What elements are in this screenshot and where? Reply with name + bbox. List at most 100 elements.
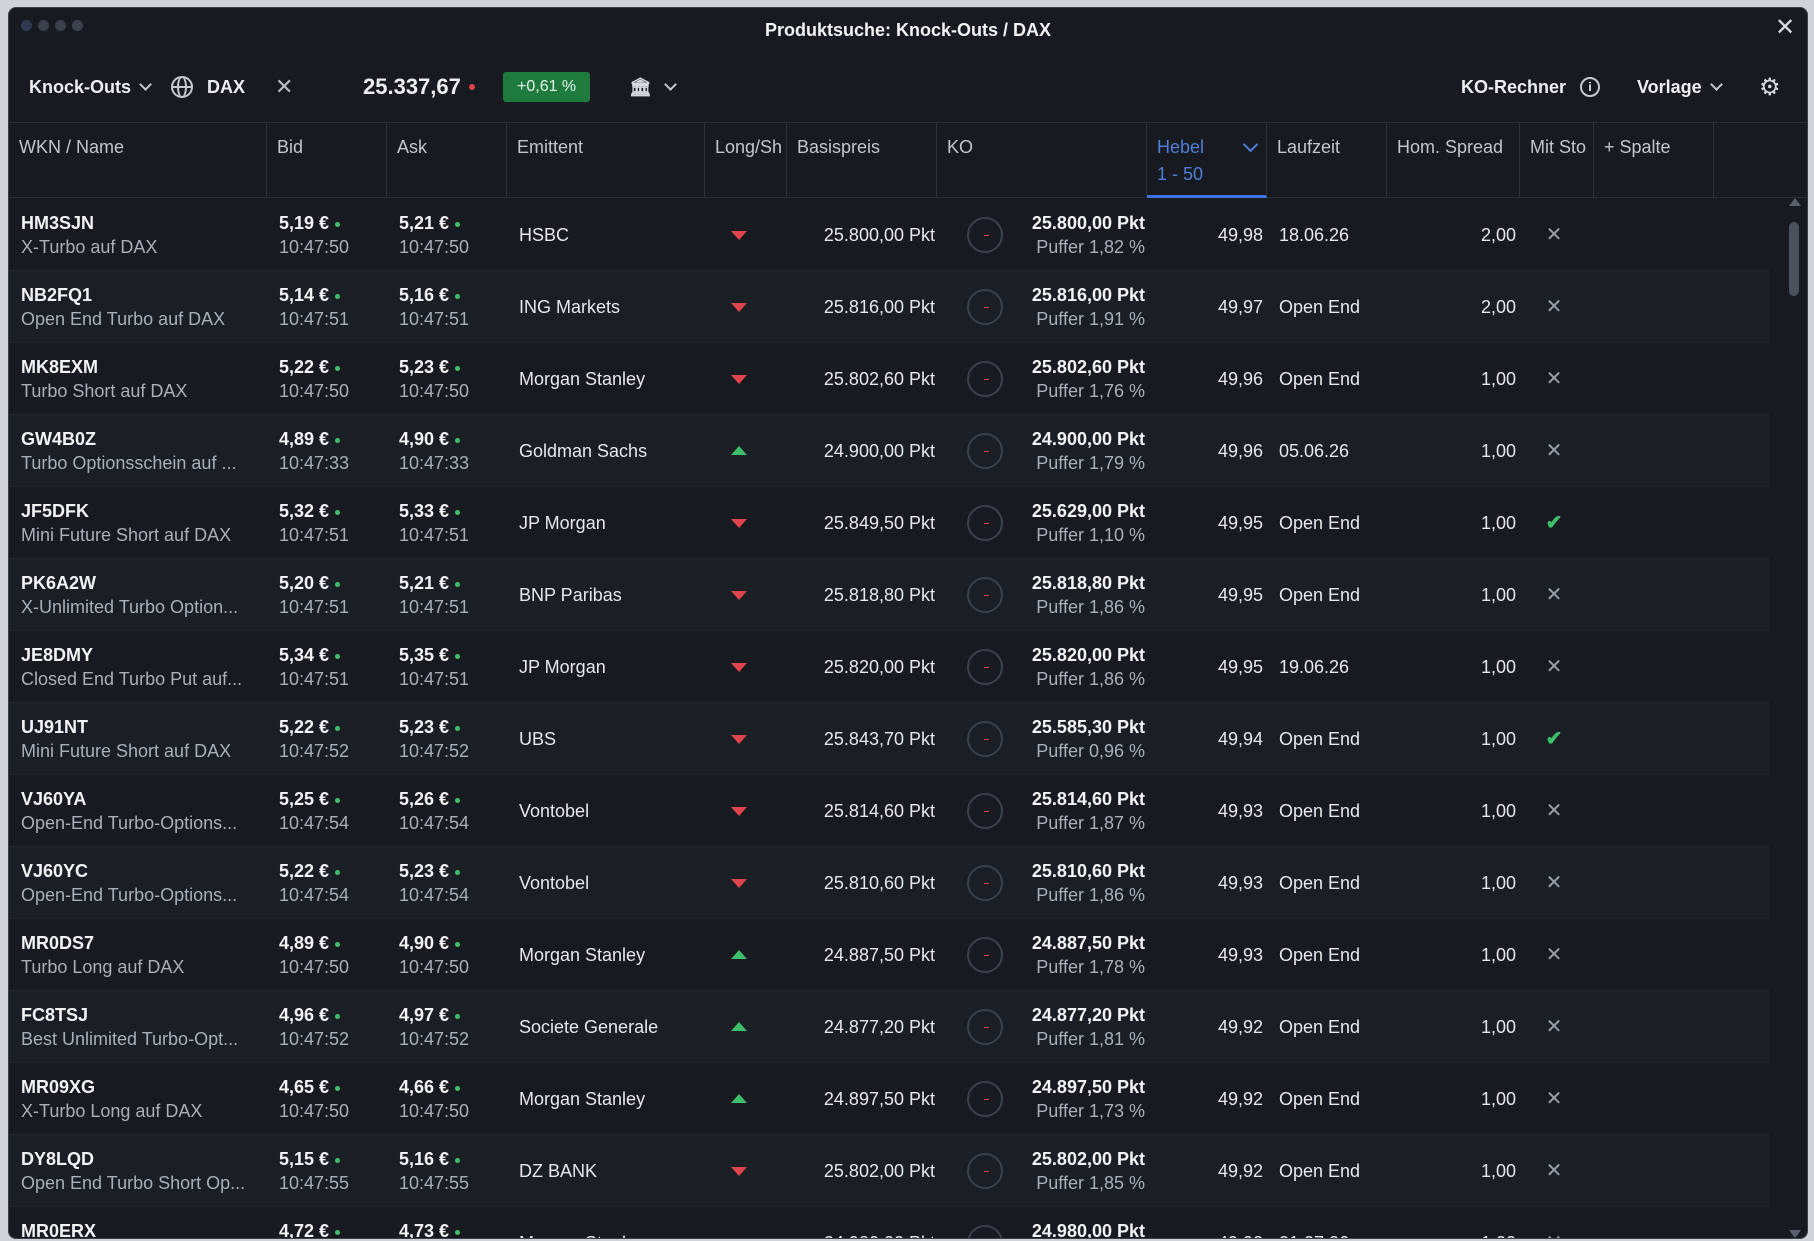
- ask-value: 5,23 €: [399, 717, 450, 737]
- scroll-down-icon[interactable]: [1789, 1230, 1801, 1238]
- wkn[interactable]: MK8EXM: [21, 357, 99, 377]
- table-row[interactable]: VJ60YC Open-End Turbo-Options... 5,22 € 10:…: [9, 847, 1769, 919]
- wkn[interactable]: FC8TSJ: [21, 1005, 89, 1025]
- wkn-name-cell: HM3SJN X-Turbo auf DAX: [21, 199, 265, 271]
- table-row[interactable]: JF5DFK Mini Future Short auf DAX 5,32 € 10:…: [9, 487, 1769, 559]
- product-type-dropdown[interactable]: Knock-Outs: [29, 52, 152, 122]
- col-laufzeit[interactable]: Laufzeit: [1267, 123, 1387, 198]
- scroll-up-icon[interactable]: [1789, 198, 1801, 206]
- ask-value: 5,23 €: [399, 357, 450, 377]
- ko-distance-gauge-icon: [967, 649, 1003, 685]
- table-row[interactable]: HM3SJN X-Turbo auf DAX 5,19 €10:47:50 5,21 …: [9, 199, 1769, 271]
- change-value: +0,61 %: [503, 72, 591, 102]
- vertical-scrollbar[interactable]: [1787, 198, 1801, 1238]
- table-row[interactable]: FC8TSJ Best Unlimited Turbo-Opt... 4,96 € 1…: [9, 991, 1769, 1063]
- wkn[interactable]: MR0DS7: [21, 933, 95, 953]
- bid-value: 5,22 €: [279, 357, 330, 377]
- spread-cell: 1,00: [1480, 657, 1516, 677]
- bid-value: 5,32 €: [279, 501, 330, 521]
- vorlage-dropdown[interactable]: Vorlage: [1637, 52, 1723, 122]
- ask-time: 10:47:51: [399, 309, 470, 329]
- wkn[interactable]: DY8LQD: [21, 1149, 95, 1169]
- ask-value: 5,26 €: [399, 789, 450, 809]
- wkn[interactable]: NB2FQ1: [21, 285, 93, 305]
- table-row[interactable]: NB2FQ1 Open End Turbo auf DAX 5,14 € 10:47:…: [9, 271, 1769, 343]
- table-row[interactable]: MR09XG X-Turbo Long auf DAX 4,65 € 10:47:50…: [9, 1063, 1769, 1135]
- col-mit-sto[interactable]: Mit Sto: [1520, 123, 1594, 198]
- col-hebel[interactable]: Hebel 1 - 50: [1147, 123, 1267, 198]
- quote-dot: [455, 869, 461, 875]
- wkn[interactable]: UJ91NT: [21, 717, 89, 737]
- bid-time: 10:47:50: [279, 957, 350, 977]
- globe-icon: [171, 76, 193, 98]
- ko-value: 25.629,00 Pkt: [1031, 501, 1145, 521]
- quote-dot: [455, 797, 461, 803]
- laufzeit-cell: 05.06.26: [1279, 441, 1350, 461]
- puffer-value: Puffer 1,86 %: [1036, 669, 1145, 689]
- bid-cell: 4,89 € 10:47:50: [279, 919, 385, 991]
- ko-cell: 24.897,50 Pkt Puffer 1,73 %: [937, 1063, 1145, 1135]
- cross-icon: ✕: [1545, 656, 1563, 678]
- table-row[interactable]: GW4B0Z Turbo Optionsschein auf ... 4,89 € 1…: [9, 415, 1769, 487]
- ko-rechner-button[interactable]: KO-Rechner i: [1461, 52, 1601, 122]
- wkn-name-cell: GW4B0Z Turbo Optionsschein auf ...: [21, 415, 265, 487]
- clear-underlying-icon[interactable]: ✕: [275, 74, 294, 99]
- puffer-value: Puffer 1,81 %: [1036, 1029, 1145, 1049]
- ko-cell: 25.816,00 Pkt Puffer 1,91 %: [937, 271, 1145, 343]
- ask-value: 4,66 €: [399, 1077, 450, 1097]
- quote-dot: [455, 941, 461, 947]
- wkn-name-cell: JE8DMY Closed End Turbo Put auf...: [21, 631, 265, 703]
- quote-dot: [455, 1085, 461, 1091]
- short-triangle-icon: [731, 303, 747, 312]
- table-row[interactable]: VJ60YA Open-End Turbo-Options... 5,25 € 10:…: [9, 775, 1769, 847]
- ask-cell: 4,90 € 10:47:50: [399, 919, 505, 991]
- direction-cell: [713, 1207, 785, 1238]
- col-long-short[interactable]: Long/Sh: [705, 123, 787, 198]
- scrollbar-thumb[interactable]: [1789, 222, 1799, 296]
- wkn[interactable]: JE8DMY: [21, 645, 94, 665]
- col-emittent[interactable]: Emittent: [507, 123, 705, 198]
- direction-cell: [713, 919, 785, 991]
- table-row[interactable]: DY8LQD Open End Turbo Short Op... 5,15 € 10…: [9, 1135, 1769, 1207]
- table-row[interactable]: MR0ERX 4,72 € 4,73 € Morgan Stanley 24.980,0…: [9, 1207, 1769, 1239]
- wkn[interactable]: JF5DFK: [21, 501, 90, 521]
- ko-value: 25.816,00 Pkt: [1031, 285, 1145, 305]
- wkn[interactable]: MR0ERX: [21, 1221, 97, 1239]
- col-wkn-name[interactable]: WKN / Name: [9, 123, 267, 198]
- ko-value: 25.800,00 Pkt: [1031, 213, 1145, 233]
- table-row[interactable]: PK6A2W X-Unlimited Turbo Option... 5,20 € 1…: [9, 559, 1769, 631]
- underlying-chip[interactable]: DAX ✕: [171, 52, 293, 122]
- col-hom-spread[interactable]: Hom. Spread: [1387, 123, 1520, 198]
- wkn[interactable]: VJ60YA: [21, 789, 87, 809]
- wkn[interactable]: VJ60YC: [21, 861, 89, 881]
- wkn-name-cell: JF5DFK Mini Future Short auf DAX: [21, 487, 265, 559]
- wkn[interactable]: HM3SJN: [21, 213, 95, 233]
- change-badge: +0,61 %: [503, 52, 591, 122]
- add-column-button[interactable]: + Spalte: [1594, 123, 1714, 198]
- chevron-down-icon[interactable]: [1242, 136, 1259, 153]
- table-body: HM3SJN X-Turbo auf DAX 5,19 €10:47:50 5,21 …: [9, 199, 1769, 1239]
- col-ask[interactable]: Ask: [387, 123, 507, 198]
- basispreis-cell: 25.800,00 Pkt: [823, 225, 935, 245]
- info-icon[interactable]: i: [1580, 77, 1601, 97]
- emittent-cell: JP Morgan: [519, 657, 606, 677]
- close-icon[interactable]: ✕: [1774, 14, 1796, 41]
- chevron-down-icon: [663, 78, 677, 91]
- wkn[interactable]: GW4B0Z: [21, 429, 97, 449]
- wkn[interactable]: PK6A2W: [21, 573, 97, 593]
- bank-icon: 🏛: [629, 76, 652, 97]
- col-basispreis[interactable]: Basispreis: [787, 123, 937, 198]
- table-row[interactable]: MK8EXM Turbo Short auf DAX 5,22 €10:47:50 5…: [9, 343, 1769, 415]
- table-row[interactable]: MR0DS7 Turbo Long auf DAX 4,89 €10:47:50 4,…: [9, 919, 1769, 991]
- hebel-cell: 49,97: [1217, 297, 1263, 317]
- table-row[interactable]: JE8DMY Closed End Turbo Put auf... 5,34 € 1…: [9, 631, 1769, 703]
- table-row[interactable]: UJ91NT Mini Future Short auf DAX 5,22 € 10:…: [9, 703, 1769, 775]
- window-controls[interactable]: [21, 20, 83, 31]
- laufzeit-cell: Open End: [1279, 945, 1361, 965]
- wkn[interactable]: MR09XG: [21, 1077, 96, 1097]
- col-bid[interactable]: Bid: [267, 123, 387, 198]
- bid-time: 10:47:33: [279, 453, 350, 473]
- exchange-dropdown[interactable]: 🏛: [629, 52, 677, 122]
- col-ko[interactable]: KO: [937, 123, 1147, 198]
- settings-button[interactable]: ⚙: [1759, 52, 1781, 122]
